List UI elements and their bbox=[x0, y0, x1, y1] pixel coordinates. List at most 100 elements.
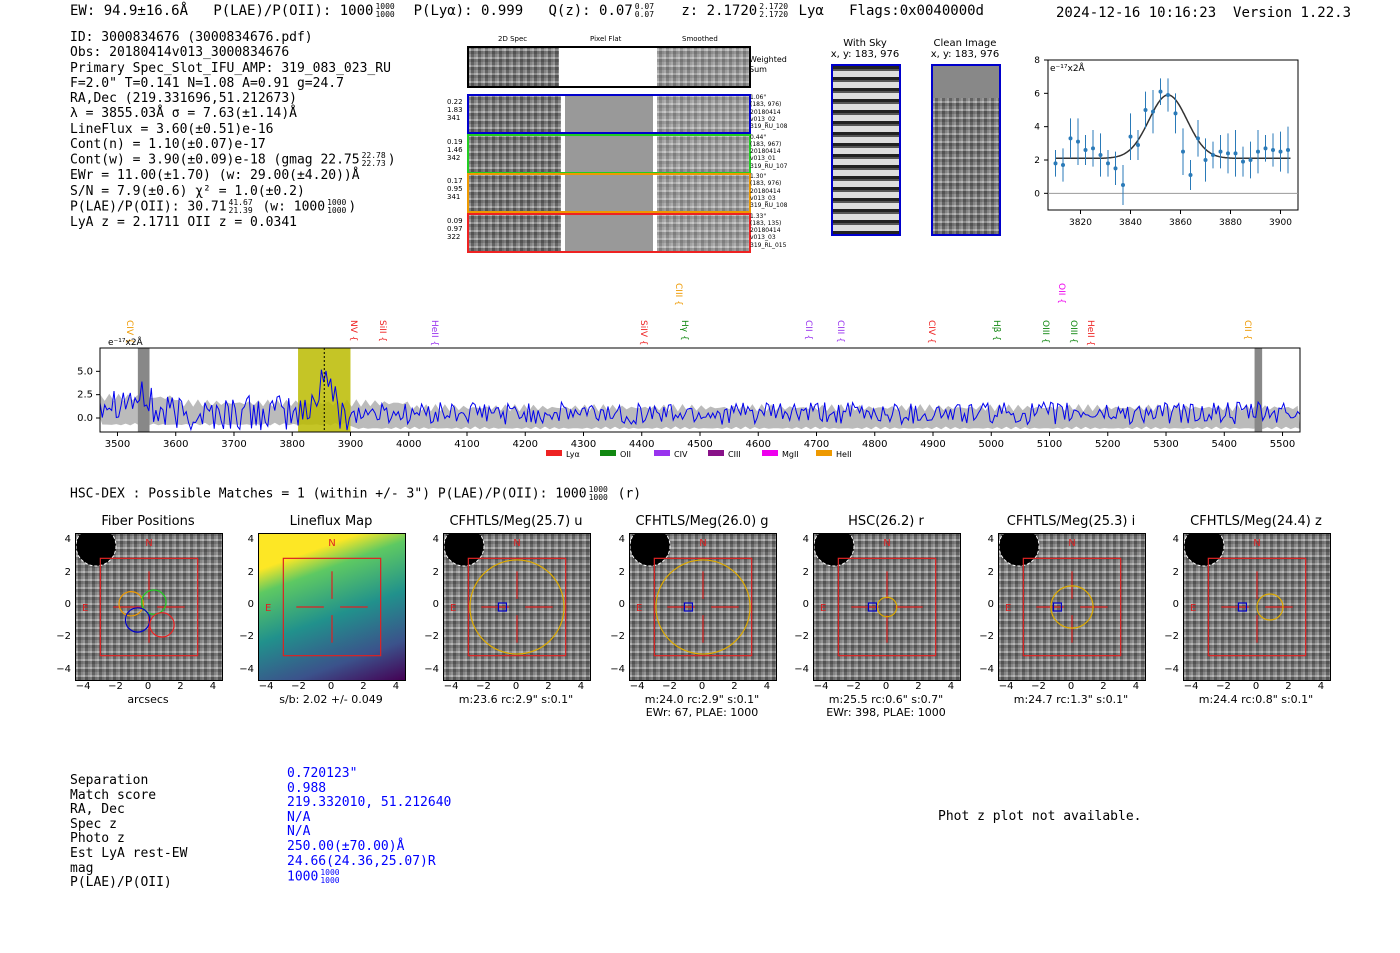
header-plae-lo: 1000 bbox=[375, 10, 395, 19]
panel-ytick: 0 bbox=[618, 599, 625, 610]
info-contn: Cont(n) = 1.10(±0.07)e-17 bbox=[70, 137, 266, 153]
info-radec: RA,Dec (219.331696,51.212673) bbox=[70, 91, 297, 107]
fiber-left-l3: 341 bbox=[447, 193, 461, 201]
zoom-ytick-label: 8 bbox=[1034, 56, 1040, 66]
fiber-right-r4: v013_01 bbox=[750, 155, 776, 163]
zoom-point bbox=[1151, 109, 1155, 114]
fiber-cutout-1 bbox=[467, 133, 751, 174]
line-label: CIII { bbox=[673, 283, 683, 306]
zoom-point bbox=[1061, 163, 1065, 167]
panel-xtick: 4 bbox=[763, 681, 771, 692]
panel-xtick: −2 bbox=[1031, 681, 1046, 692]
panel-ytick: 4 bbox=[1172, 534, 1179, 546]
zoom-point bbox=[1278, 149, 1283, 154]
search-box bbox=[1207, 557, 1307, 657]
zoom-point bbox=[1083, 148, 1088, 152]
zoom-model-curve bbox=[1055, 94, 1291, 160]
match-value-text: 24.66(24.36,25.07)R bbox=[287, 853, 436, 869]
header-qz-hi: 0.07 bbox=[634, 2, 655, 11]
zoom-point bbox=[1173, 111, 1178, 116]
match-label: Photo z bbox=[70, 831, 125, 847]
panel-ytick: −2 bbox=[56, 631, 71, 643]
bright-source bbox=[630, 534, 670, 566]
panel-ytick: 4 bbox=[802, 534, 809, 546]
spec-xtick-label: 5200 bbox=[1095, 439, 1120, 450]
east-label: E bbox=[82, 603, 88, 614]
info-plae-hi: 41.67 bbox=[228, 197, 253, 207]
spec-legend-swatch bbox=[708, 450, 724, 456]
aperture-circle bbox=[1050, 585, 1094, 629]
zoom-point bbox=[1181, 149, 1185, 154]
bright-source-outline bbox=[630, 534, 671, 567]
header-qz-lo: 0.07 bbox=[634, 10, 655, 19]
info-plae-w-hi: 1000 bbox=[327, 197, 347, 207]
panel-ytick: −2 bbox=[794, 631, 809, 643]
match-label: RA, Dec bbox=[70, 802, 125, 818]
north-label: N bbox=[513, 538, 520, 549]
info-plae-w-lo: 1000 bbox=[327, 205, 347, 215]
north-label: N bbox=[883, 538, 890, 549]
search-box bbox=[99, 557, 199, 657]
fiber-right-2: 1.30" (183, 976) 20180414 v013_03 319_RU_108 bbox=[750, 173, 787, 209]
panel-ytick: −2 bbox=[1164, 631, 1179, 643]
info-obs: Obs: 20180414v013_3000834676 bbox=[70, 45, 290, 61]
panel-ytick: −4 bbox=[424, 663, 439, 675]
east-label: E bbox=[636, 603, 642, 614]
panel-ytick: 2 bbox=[802, 566, 809, 578]
zoom-point bbox=[1256, 149, 1260, 154]
panel-xtick: −4 bbox=[75, 681, 91, 692]
panel-xtick: 2 bbox=[177, 681, 184, 692]
panel-ytick: 2 bbox=[247, 566, 254, 578]
header-plae-hi: 1000 bbox=[375, 2, 395, 11]
match-label: Separation bbox=[70, 773, 149, 788]
panel-xtick: −4 bbox=[998, 681, 1014, 692]
photz-message: Phot z plot not available. bbox=[938, 809, 1142, 824]
with-sky-title: With Sky x, y: 183, 976 bbox=[830, 38, 900, 60]
info-contw: Cont(w) = 3.90(±0.09)e-18 (gmag 22.75 22.… bbox=[70, 152, 396, 168]
fiber-2d-2 bbox=[469, 175, 561, 211]
zoom-plot-frame bbox=[1047, 59, 1299, 211]
panel-xtick: 2 bbox=[545, 681, 552, 692]
panel-xtick: 2 bbox=[360, 681, 367, 692]
fiber-circle bbox=[141, 589, 167, 615]
zoom-point bbox=[1068, 136, 1073, 141]
spec-xtick-label: 5500 bbox=[1270, 439, 1295, 450]
panel-caption-4: m:25.5 rc:0.6" s:0.7" bbox=[828, 693, 944, 706]
zoom-point bbox=[1098, 153, 1103, 157]
info-lyaz: LyA z = 2.1711 OII z = 0.0341 bbox=[70, 214, 297, 230]
panel-xtick: −4 bbox=[258, 681, 274, 692]
match-value-text: 250.00(±70.00)Å bbox=[287, 838, 405, 854]
fiber-right-r1: 1.33" bbox=[750, 212, 767, 220]
detection-info: ID: 3000834676 (3000834676.pdf) Obs: 201… bbox=[70, 30, 396, 230]
fiber-cutout-2 bbox=[467, 173, 751, 213]
zoom-point bbox=[1053, 161, 1058, 166]
panel-ytick: 2 bbox=[1172, 566, 1179, 578]
panel-xtick: 4 bbox=[1132, 681, 1140, 692]
panel-ytick: −4 bbox=[979, 663, 994, 675]
panel-xtick: −2 bbox=[108, 681, 123, 692]
spec-ytick-label: 0.0 bbox=[77, 413, 93, 424]
hsc-title: HSC-DEX : Possible Matches = 1 (within +… bbox=[70, 486, 641, 502]
fiber-right-r1: 0.44" bbox=[750, 133, 767, 141]
fiber-right-0: 1.06" (183, 976) 20180414 v013_02 319_RU_108 bbox=[750, 94, 787, 130]
zoom-point bbox=[1241, 159, 1245, 164]
spec-legend-swatch bbox=[654, 450, 670, 456]
fiber-circle bbox=[124, 607, 151, 633]
zoom-xtick-label: 3880 bbox=[1219, 218, 1242, 228]
panel-xtick: 4 bbox=[392, 681, 400, 692]
fiber-right-r5: 319_RU_108 bbox=[750, 202, 788, 210]
zoom-point bbox=[1128, 134, 1133, 139]
header-qz: Q(z): 0.07 bbox=[548, 3, 633, 19]
spec-mask-right bbox=[1254, 348, 1263, 432]
sum-text: Sum bbox=[749, 65, 767, 74]
info-contw-end: ) bbox=[387, 152, 396, 168]
fiber-2d-0 bbox=[469, 96, 561, 132]
header-ew: EW: 94.9±16.6Å bbox=[70, 3, 189, 19]
info-lineflux: LineFlux = 3.60(±0.51)e-16 bbox=[70, 121, 274, 137]
bright-source-outline bbox=[1184, 534, 1225, 567]
weighted-smooth bbox=[657, 48, 749, 86]
zoom-point bbox=[1218, 149, 1223, 154]
fiber-smooth-0 bbox=[657, 96, 749, 132]
panel-ytick: 2 bbox=[987, 566, 994, 578]
